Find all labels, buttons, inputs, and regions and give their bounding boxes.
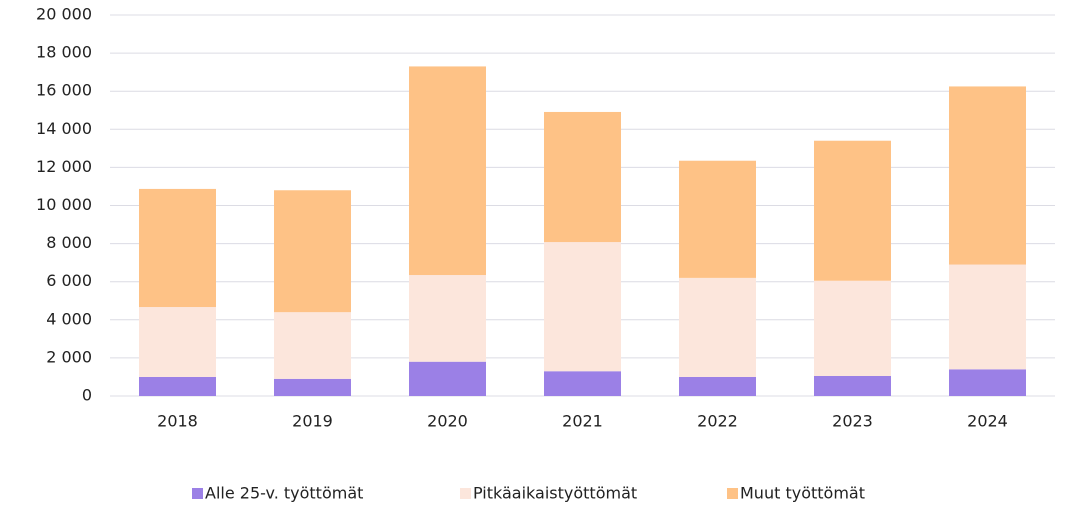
bar-segment — [679, 160, 756, 278]
legend-marker — [460, 488, 471, 499]
bar-segment — [679, 376, 756, 396]
bar-segment — [949, 369, 1026, 396]
bar-segment — [949, 86, 1026, 265]
bar-segment — [544, 111, 621, 243]
y-tick-label: 4 000 — [46, 309, 92, 328]
bar-segment — [274, 378, 351, 396]
y-tick-label: 12 000 — [36, 157, 92, 176]
bar-segment — [544, 242, 621, 372]
y-tick-label: 16 000 — [36, 81, 92, 100]
x-tick-label: 2019 — [292, 412, 333, 431]
bar-segment — [139, 376, 216, 396]
legend-marker — [192, 488, 203, 499]
bar-segment — [409, 361, 486, 396]
x-tick-label: 2022 — [697, 412, 738, 431]
y-tick-label: 20 000 — [36, 5, 92, 24]
bar-segment — [814, 140, 891, 281]
bar-segment — [274, 312, 351, 379]
y-tick-label: 14 000 — [36, 119, 92, 138]
y-tick-label: 0 — [82, 386, 92, 405]
bar-segment — [544, 371, 621, 396]
bar-segment — [139, 307, 216, 377]
legend-marker — [727, 488, 738, 499]
y-tick-label: 8 000 — [46, 233, 92, 252]
y-tick-label: 2 000 — [46, 347, 92, 366]
x-tick-label: 2024 — [967, 412, 1008, 431]
y-tick-label: 18 000 — [36, 43, 92, 62]
x-tick-label: 2018 — [157, 412, 198, 431]
bar-segment — [949, 264, 1026, 370]
y-tick-label: 6 000 — [46, 271, 92, 290]
bar-segment — [679, 277, 756, 377]
bar-segment — [814, 280, 891, 376]
x-tick-label: 2023 — [832, 412, 873, 431]
x-tick-label: 2021 — [562, 412, 603, 431]
legend-label: Muut työttömät — [740, 484, 865, 503]
legend-label: Alle 25-v. työttömät — [205, 484, 363, 503]
bar-segment — [814, 375, 891, 396]
bar-segment — [274, 190, 351, 313]
bar-segment — [139, 188, 216, 308]
bar-segment — [409, 66, 486, 276]
x-tick-label: 2020 — [427, 412, 468, 431]
legend-label: Pitkäaikaistyöttömät — [473, 484, 637, 503]
bar-segment — [409, 275, 486, 362]
y-tick-label: 10 000 — [36, 195, 92, 214]
